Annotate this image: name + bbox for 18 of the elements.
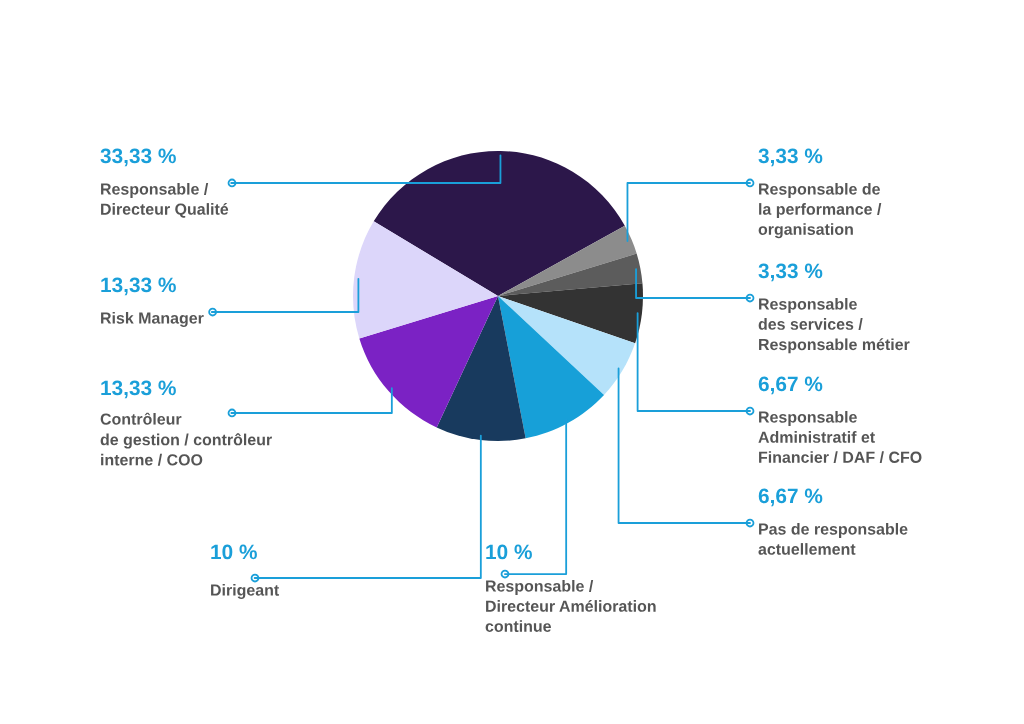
- slice-label: Dirigeant: [211, 584, 280, 599]
- slice-label: Responsable des services / Responsable métier: [758, 298, 910, 354]
- data-label: 3,33 %: [758, 148, 823, 167]
- data-label: 13,33 %: [101, 277, 176, 296]
- slice-label: Pas de responsable actuellement: [758, 523, 908, 555]
- data-label: 6,67 %: [758, 488, 823, 507]
- data-label: 10 %: [211, 544, 257, 560]
- slice-label: Responsable de la performance / organisation: [758, 183, 882, 239]
- slice-label: Contrôleur de gestion / contrôleur interne / COO: [100, 412, 272, 466]
- data-label: 3,33 %: [758, 263, 823, 282]
- data-label: 10 %: [486, 544, 532, 560]
- slice-label: Responsable Administratif et Financier / DAF / CFO: [758, 411, 922, 464]
- slice-label: Risk Manager: [101, 312, 204, 327]
- data-label: 6,67 %: [758, 376, 823, 395]
- data-label: 33,33 %: [100, 148, 176, 167]
- data-label: 13,33 %: [101, 380, 176, 399]
- legend-label: Responsable / Directeur Amélioration continue: [485, 580, 656, 632]
- slice-label: Responsable / Directeur Qualité: [101, 183, 229, 218]
